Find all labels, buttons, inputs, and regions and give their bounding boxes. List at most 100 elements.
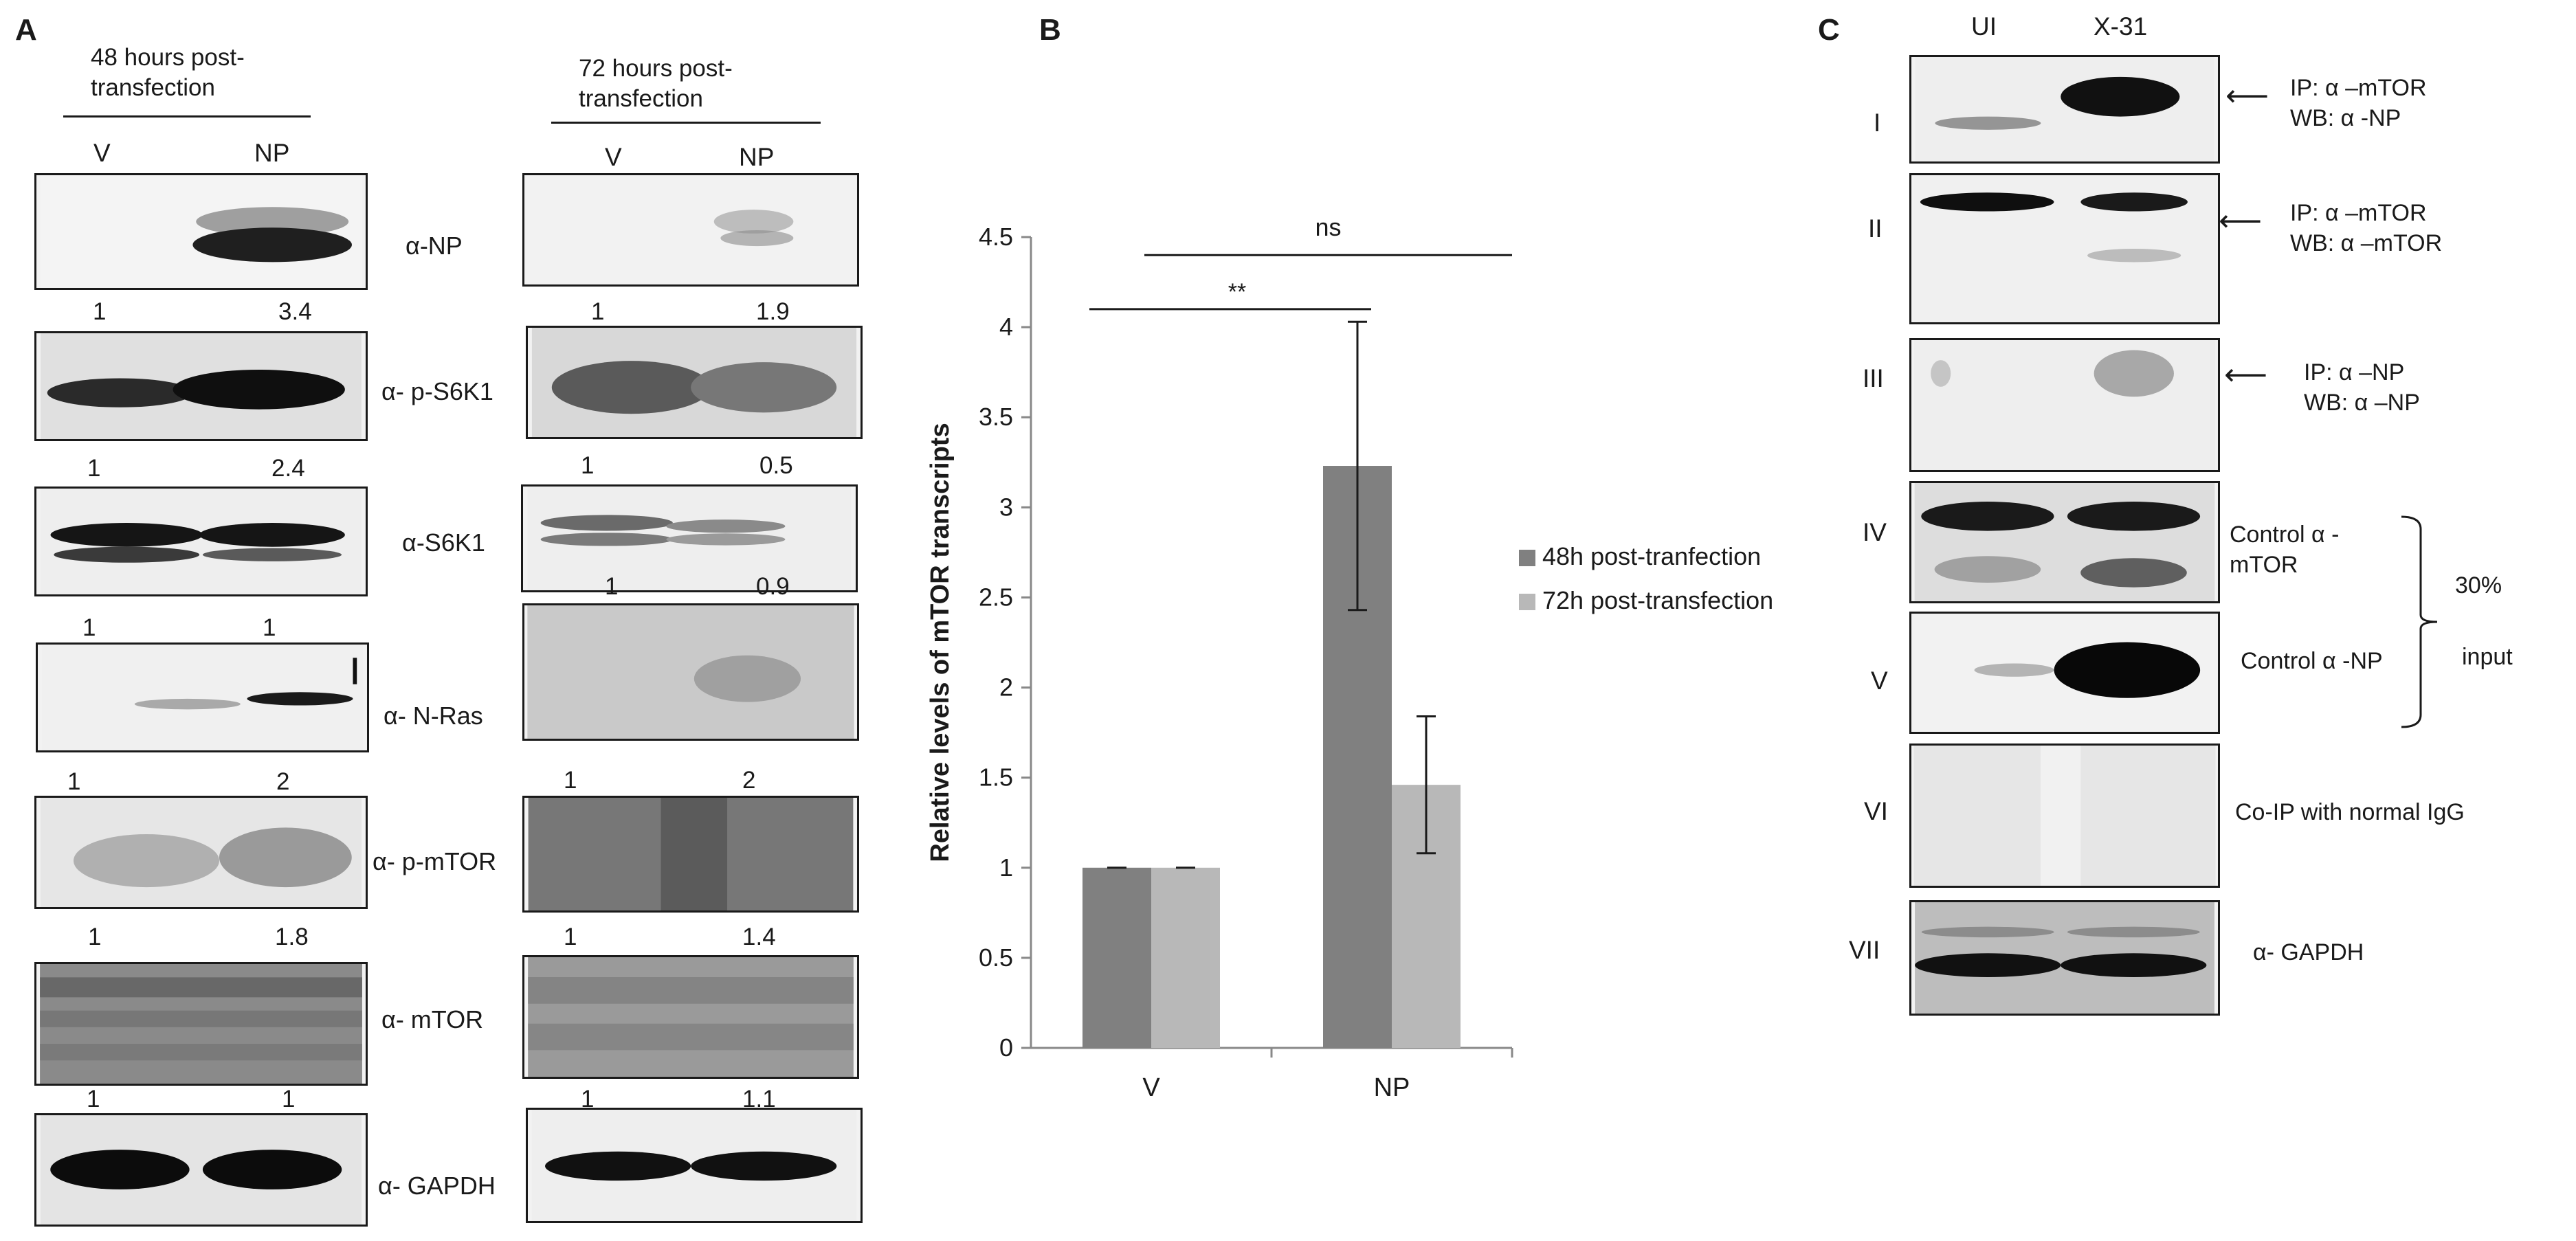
quant-72h-pmTOR-np: 2 <box>742 767 756 794</box>
quant-72h-mTOR-np: 1.4 <box>742 924 776 950</box>
blot-72h-mTOR <box>522 955 859 1079</box>
quant-72h-S6K1-np: 0.5 <box>759 452 793 479</box>
quant-48h-pS6K1-v: 1 <box>93 298 107 325</box>
legend-label: 72h post-transfection <box>1542 586 1773 614</box>
blot-48h-S6K1 <box>34 487 368 596</box>
y-tick-label: 1 <box>999 853 1013 882</box>
lane-np-48h: NP <box>254 139 290 167</box>
x-tick-label: V <box>1142 1073 1160 1102</box>
header-72h: 72 hours post-transfection <box>579 55 733 112</box>
header-72h-underline <box>551 122 821 124</box>
blot-72h-np <box>522 173 859 287</box>
row-label-V: Control α -NP <box>2241 648 2383 674</box>
y-tick-label: 2.5 <box>979 583 1013 611</box>
blot-c-VII <box>1909 900 2220 1016</box>
antibody-label-NRas: α- N-Ras <box>384 702 483 730</box>
quant-48h-GAPDH-v: 1 <box>87 1086 100 1113</box>
antibody-label-pS6K1: α- p-S6K1 <box>381 377 493 405</box>
blot-72h-pS6K1 <box>526 326 863 439</box>
lane-v-48h: V <box>93 139 111 167</box>
y-tick-label: 2 <box>999 673 1013 702</box>
row-label-VI: Co-IP with normal IgG <box>2235 799 2465 825</box>
quant-72h-mTOR-v: 1 <box>564 924 577 950</box>
quant-48h-pS6K1-np: 3.4 <box>278 298 312 325</box>
blot-72h-pmTOR <box>522 796 859 913</box>
quant-72h-pS6K1-v: 1 <box>591 298 605 325</box>
blot-c-III <box>1909 338 2220 472</box>
row-roman-VI: VI <box>1864 797 1888 825</box>
blot-48h-pS6K1 <box>34 331 368 441</box>
arrow-left-icon-II: ⟵ <box>2219 204 2263 238</box>
quant-72h-NRas-np: 0.9 <box>756 573 790 600</box>
quant-48h-mTOR-np: 1.8 <box>275 924 309 950</box>
quant-48h-pmTOR-v: 1 <box>67 768 81 795</box>
header-48h: 48 hours post-transfection <box>91 44 245 101</box>
quant-48h-NRas-np: 1 <box>263 614 276 641</box>
significance-label: ns <box>1315 213 1341 241</box>
quant-72h-GAPDH-v: 1 <box>581 1086 595 1113</box>
row-roman-I: I <box>1874 109 1881 137</box>
y-tick-label: 3.5 <box>979 403 1013 431</box>
blot-c-VI <box>1909 744 2220 888</box>
blot-72h-S6K1 <box>521 484 858 592</box>
lane-x31: X-31 <box>2094 12 2148 41</box>
row-roman-VII: VII <box>1849 936 1880 964</box>
quant-48h-pmTOR-np: 2 <box>276 768 290 795</box>
x-tick-label: NP <box>1374 1073 1410 1102</box>
row-label-II: IP: α –mTOR WB: α –mTOR <box>2290 200 2443 257</box>
bracket-label-30pct: 30% <box>2455 572 2502 599</box>
y-tick-label: 4 <box>999 313 1013 341</box>
antibody-label-S6K1: α-S6K1 <box>402 528 485 557</box>
quant-72h-NRas-v: 1 <box>605 573 619 600</box>
panel-c-letter: C <box>1818 13 1840 47</box>
bracket-label-input: input <box>2462 644 2513 670</box>
quant-72h-GAPDH-np: 1.1 <box>742 1086 776 1113</box>
legend-label: 48h post-tranfection <box>1542 542 1761 570</box>
quant-48h-S6K1-v: 1 <box>87 455 101 482</box>
antibody-label-GAPDH: α- GAPDH <box>378 1172 496 1200</box>
panel-a-letter: A <box>15 13 37 47</box>
blot-48h-mTOR <box>34 962 368 1086</box>
arrow-left-icon-III: ⟵ <box>2224 358 2268 392</box>
panel-b-letter: B <box>1039 13 1061 47</box>
row-label-I: IP: α –mTOR WB: α -NP <box>2290 75 2427 132</box>
row-roman-IV: IV <box>1863 518 1887 546</box>
blot-48h-NRas <box>36 642 369 752</box>
row-label-VII: α- GAPDH <box>2253 939 2364 965</box>
bar-chart: 0 0.5 1 1.5 2 2.5 3 3.5 4 4.5 Relative levels of m… <box>926 213 1773 1102</box>
y-tick-label: 3 <box>999 493 1013 521</box>
row-label-III: IP: α –NP WB: α –NP <box>2304 359 2420 416</box>
bar <box>1151 867 1220 1048</box>
row-roman-III: III <box>1863 364 1884 392</box>
quant-48h-NRas-v: 1 <box>82 614 96 641</box>
y-axis-label: Relative levels of mTOR transcripts <box>926 423 955 862</box>
quant-72h-pS6K1-np: 1.9 <box>756 298 790 325</box>
blot-48h-GAPDH <box>34 1113 368 1227</box>
blot-48h-np <box>34 173 368 290</box>
blot-c-V <box>1909 612 2220 734</box>
antibody-label-pmTOR: α- p-mTOR <box>373 847 497 875</box>
bracket-icon <box>2401 515 2438 728</box>
lane-np-72h: NP <box>739 143 775 171</box>
blot-48h-pmTOR <box>34 796 368 909</box>
bar <box>1082 867 1151 1048</box>
quant-48h-S6K1-np: 2.4 <box>271 455 305 482</box>
legend-swatch <box>1519 550 1535 566</box>
header-48h-underline <box>63 115 311 118</box>
blot-72h-NRas <box>522 603 859 741</box>
quant-48h-GAPDH-np: 1 <box>282 1086 296 1113</box>
y-tick-label: 1.5 <box>979 763 1013 792</box>
arrow-left-icon-I: ⟵ <box>2225 79 2269 113</box>
y-tick-label: 4.5 <box>979 223 1013 251</box>
row-roman-V: V <box>1871 667 1888 695</box>
lane-v-72h: V <box>605 143 622 171</box>
row-roman-II: II <box>1868 214 1883 243</box>
y-tick-label: 0 <box>999 1033 1013 1062</box>
blot-c-I <box>1909 55 2220 164</box>
quant-72h-S6K1-v: 1 <box>581 452 595 479</box>
antibody-label-np: α-NP <box>406 232 463 260</box>
blot-c-IV <box>1909 481 2220 603</box>
quant-72h-pmTOR-v: 1 <box>564 767 577 794</box>
blot-c-II <box>1909 173 2220 324</box>
row-label-IV: Control α - mTOR <box>2230 522 2340 579</box>
